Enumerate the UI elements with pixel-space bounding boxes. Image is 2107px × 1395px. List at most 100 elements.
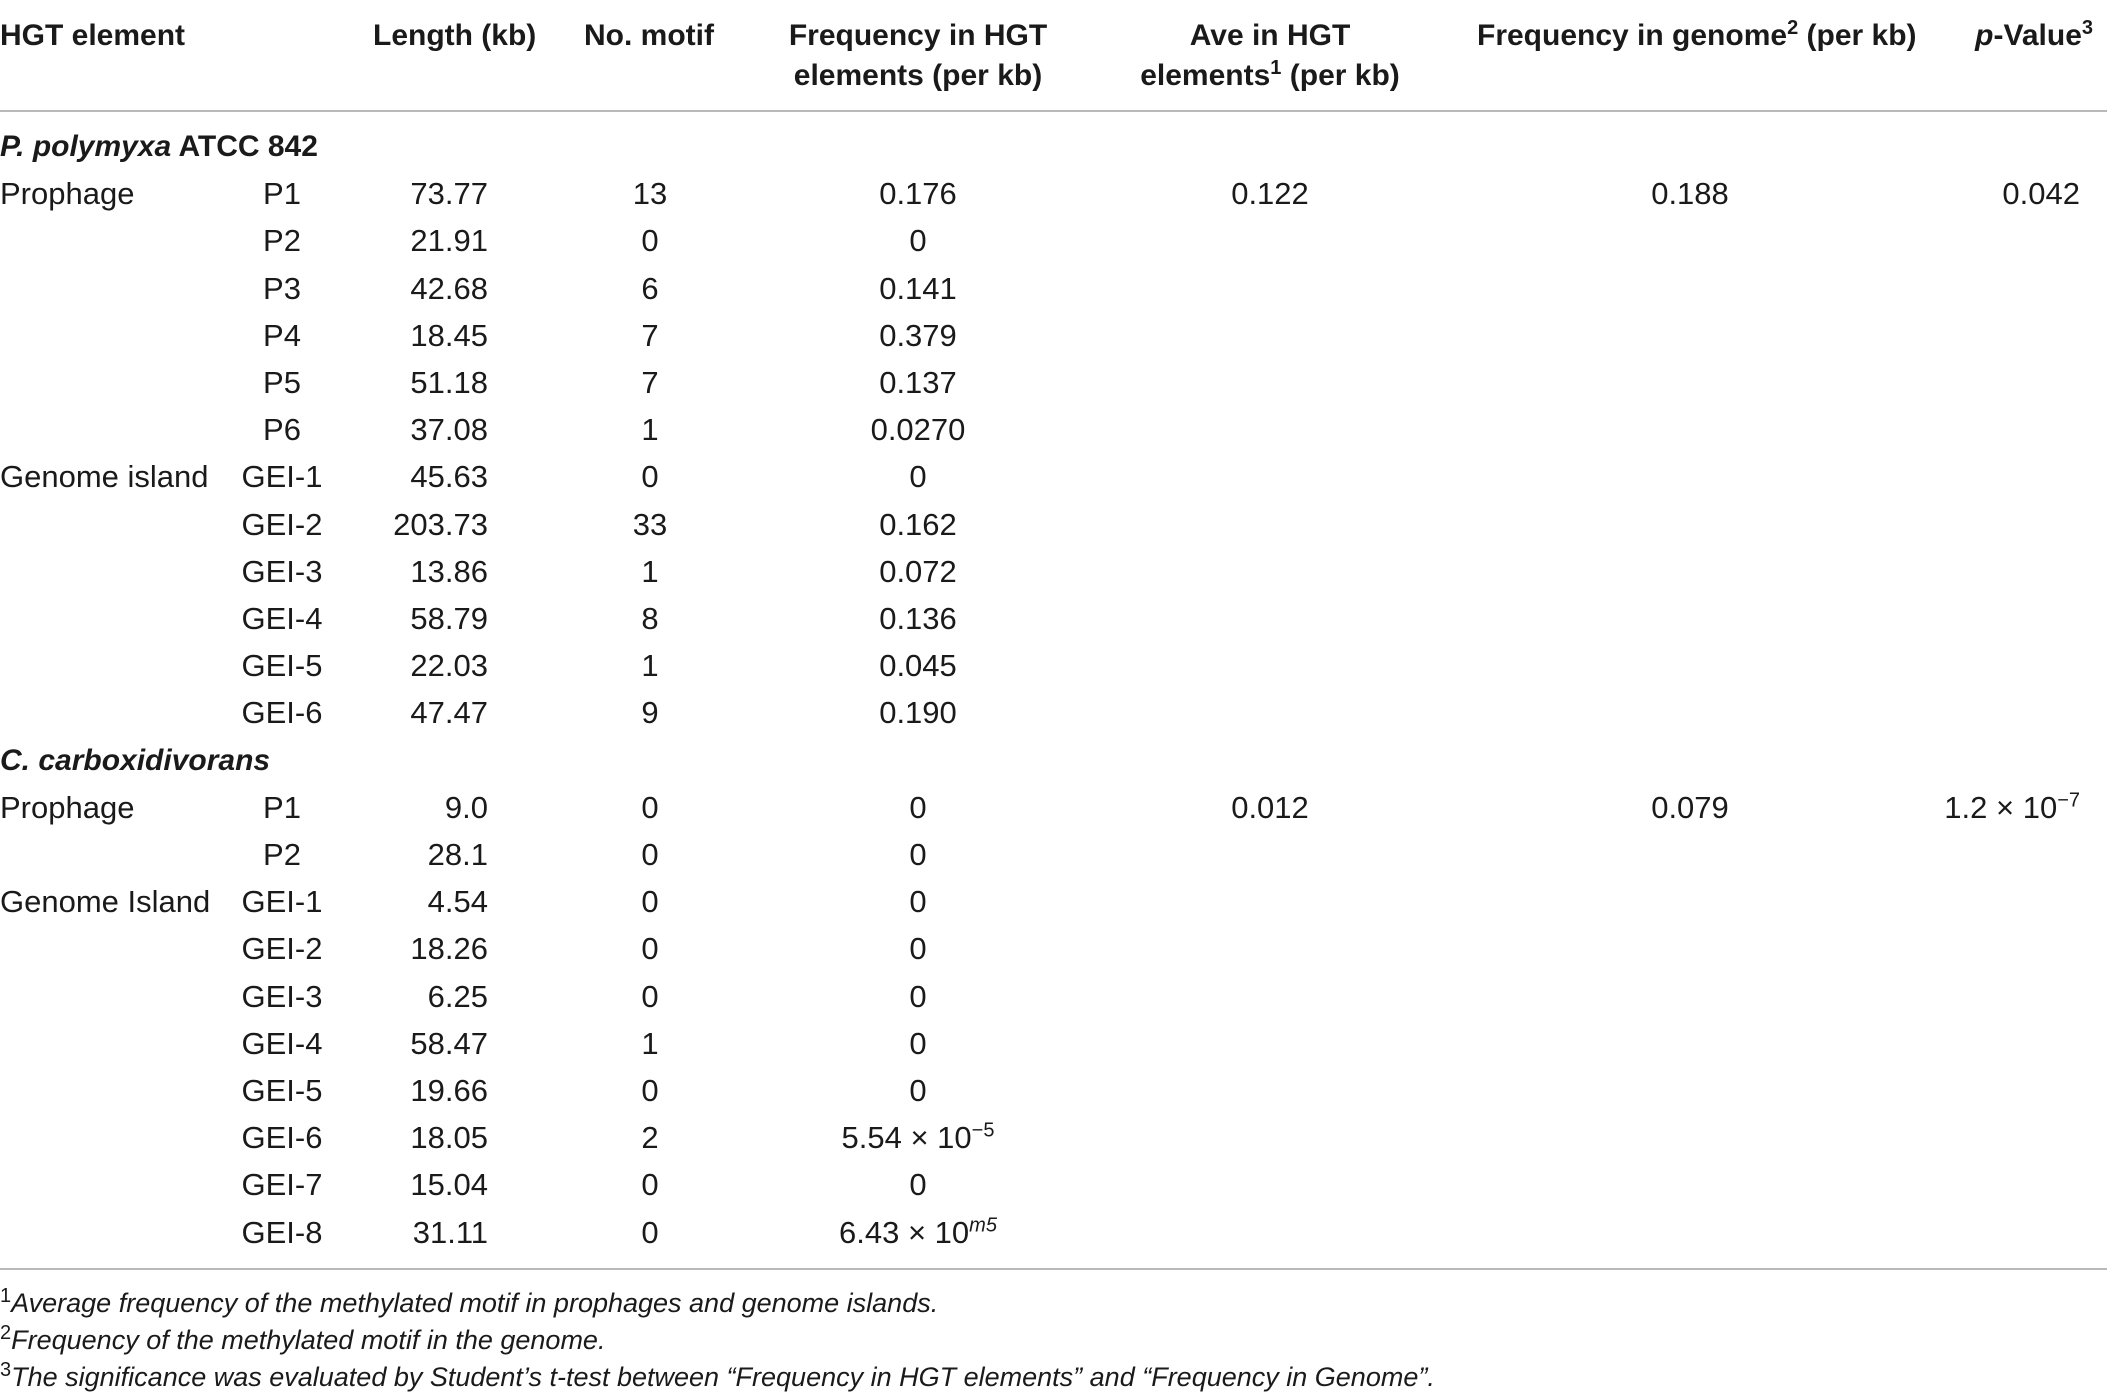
cell-element: P1 [263, 789, 301, 825]
cell-element: GEI-5 [241, 648, 323, 684]
cell-length: 58.47 [410, 1025, 488, 1061]
cell-motif: 33 [632, 506, 668, 542]
header-freq-genome: Frequency in genome2 (per kb) [1477, 17, 1917, 52]
cell-group: Prophage [0, 789, 135, 825]
header-length: Length (kb) [373, 19, 537, 52]
cell-freq: 0.136 [879, 601, 957, 636]
cell-freq: 0.162 [879, 506, 957, 542]
cell-motif: 9 [641, 695, 659, 731]
cell-ave: 0.012 [1231, 789, 1309, 825]
cell-freq: 0.0270 [870, 412, 966, 448]
cell-length: 22.03 [410, 648, 488, 684]
cell-freq: 0 [909, 1073, 927, 1108]
cell-length: 73.77 [410, 176, 488, 212]
cell-motif: 0 [641, 1214, 659, 1250]
cell-motif: 0 [641, 837, 659, 872]
cell-length: 4.54 [427, 884, 488, 920]
cell-motif: 6 [641, 270, 659, 306]
cell-freq: 0 [909, 931, 927, 967]
cell-motif: 0 [641, 459, 659, 495]
cell-freq: 0 [909, 789, 927, 825]
cell-element: GEI-1 [241, 459, 323, 495]
cell-length: 42.68 [410, 270, 488, 306]
cell-length: 15.04 [410, 1167, 488, 1203]
header-ave-hgt-line1: Ave in HGT [1189, 19, 1351, 52]
cell-length: 13.86 [410, 553, 488, 589]
cell-element: P4 [263, 317, 301, 353]
cell-motif: 0 [641, 978, 659, 1014]
cell-element: GEI-4 [241, 601, 323, 636]
cell-freq: 0 [909, 1025, 927, 1061]
cell-group: Prophage [0, 176, 135, 212]
cell-freq: 0 [909, 978, 927, 1014]
cell-length: 18.45 [410, 317, 488, 353]
header-ave-hgt-line2: elements1 (per kb) [1140, 57, 1400, 92]
cell-element: GEI-6 [241, 1120, 323, 1156]
cell-element: GEI-6 [241, 695, 323, 731]
cell-length: 21.91 [410, 223, 488, 259]
cell-p: 0.042 [2002, 176, 2080, 212]
cell-motif: 7 [641, 365, 659, 400]
cell-element: GEI-4 [241, 1025, 323, 1061]
cell-length: 47.47 [410, 695, 488, 731]
cell-freq: 0 [909, 1167, 927, 1203]
cell-length: 51.18 [410, 365, 488, 400]
cell-element: P2 [263, 223, 301, 259]
cell-length: 6.25 [427, 978, 488, 1014]
cell-motif: 0 [641, 1167, 659, 1203]
header-p-value: p-Value3 [1975, 17, 2093, 52]
cell-motif: 0 [641, 789, 659, 825]
cell-length: 19.66 [410, 1073, 488, 1108]
cell-motif: 7 [641, 317, 659, 353]
cell-length: 45.63 [410, 459, 488, 495]
section-title: P. polymyxa ATCC 842 [0, 130, 318, 163]
cell-motif: 13 [632, 176, 668, 212]
cell-element: P2 [263, 837, 301, 872]
cell-motif: 2 [641, 1120, 659, 1156]
cell-length: 28.1 [427, 837, 488, 872]
cell-ave: 0.122 [1231, 176, 1309, 212]
cell-freq: 0.379 [879, 317, 957, 353]
cell-element: GEI-2 [241, 506, 323, 542]
cell-length: 37.08 [410, 412, 488, 448]
cell-element: P1 [263, 176, 301, 212]
cell-length: 9.0 [444, 789, 488, 825]
header-freq-hgt-line2: elements (per kb) [793, 59, 1043, 92]
cell-length: 31.11 [412, 1214, 488, 1250]
cell-element: GEI-2 [241, 931, 323, 967]
cell-group: Genome island [0, 459, 209, 495]
header-hgt-element: HGT element [0, 19, 186, 52]
cell-motif: 1 [641, 412, 659, 448]
cell-freq: 0 [909, 459, 927, 495]
cell-motif: 1 [641, 553, 659, 589]
cell-group: Genome Island [0, 884, 211, 920]
cell-motif: 1 [641, 648, 659, 684]
cell-length: 203.73 [393, 506, 488, 542]
cell-genome: 0.079 [1651, 789, 1729, 825]
cell-length: 18.05 [410, 1120, 488, 1156]
cell-freq: 0.137 [879, 365, 957, 400]
cell-freq: 5.54 × 10−5 [841, 1119, 995, 1156]
footnote-2: 2Frequency of the methylated motif in th… [0, 1322, 606, 1355]
cell-freq: 0 [909, 223, 927, 259]
cell-motif: 0 [641, 223, 659, 259]
cell-freq: 0.141 [879, 270, 957, 306]
header-freq-hgt-line1: Frequency in HGT [788, 19, 1048, 52]
section-title: C. carboxidivorans [0, 743, 271, 777]
cell-motif: 0 [641, 931, 659, 967]
cell-motif: 8 [641, 601, 659, 636]
cell-element: GEI-5 [241, 1073, 323, 1108]
cell-freq: 0 [909, 837, 927, 872]
cell-freq: 0 [909, 884, 927, 920]
footnote-3: 3The significance was evaluated by Stude… [0, 1359, 1435, 1392]
cell-element: GEI-3 [241, 553, 323, 589]
footnote-1: 1Average frequency of the methylated mot… [0, 1285, 939, 1318]
cell-freq: 0.176 [879, 176, 957, 212]
cell-element: GEI-3 [241, 978, 323, 1014]
header-no-motif: No. motif [584, 19, 714, 52]
cell-motif: 0 [641, 884, 659, 920]
cell-freq: 6.43 × 10m5 [839, 1214, 997, 1250]
cell-freq: 0.190 [879, 695, 957, 731]
cell-freq: 0.072 [879, 553, 957, 589]
